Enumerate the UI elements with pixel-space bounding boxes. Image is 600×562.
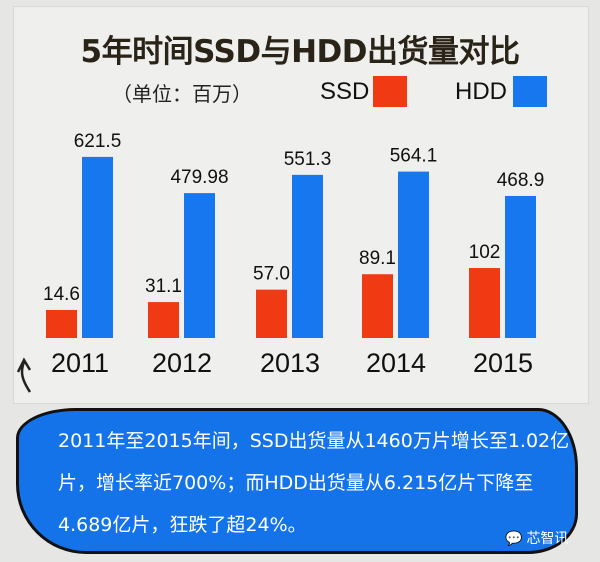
- annotation-text: 2011年至2015年间，SSD出货量从1460万片增长至1.02亿片，增长率近…: [58, 430, 570, 536]
- data-label-ssd-2015: 102: [469, 242, 501, 263]
- x-tick-2015: 2015: [473, 348, 533, 378]
- data-label-hdd-2014: 564.1: [390, 146, 438, 167]
- bar-ssd-2015: [469, 268, 500, 338]
- bar-ssd-2012: [148, 302, 179, 338]
- watermark: 💬 芯智讯: [505, 528, 568, 548]
- bar-hdd-2011: [82, 156, 113, 338]
- annotation-bubble: [16, 408, 578, 554]
- x-tick-2013: 2013: [260, 348, 320, 378]
- wechat-icon: 💬: [505, 529, 523, 546]
- bar-hdd-2013: [292, 174, 323, 338]
- data-label-hdd-2013: 551.3: [284, 149, 332, 170]
- bar-ssd-2011: [46, 309, 77, 338]
- data-label-hdd-2011: 621.5: [74, 131, 122, 152]
- data-label-ssd-2011: 14.6: [43, 284, 80, 305]
- legend-ssd-label: SSD: [320, 77, 370, 105]
- unit-label: （单位：百万）: [112, 82, 252, 106]
- legend-hdd-swatch: [513, 76, 547, 107]
- bar-hdd-2015: [505, 195, 536, 338]
- bar-ssd-2013: [256, 289, 287, 338]
- data-label-ssd-2013: 57.0: [253, 264, 290, 285]
- bar-hdd-2012: [184, 193, 215, 338]
- x-tick-2014: 2014: [366, 348, 426, 378]
- arrow-icon: [16, 357, 32, 393]
- chart-title: 5年时间SSD与HDD出货量对比: [80, 34, 520, 70]
- legend-hdd: HDD: [455, 76, 547, 107]
- data-label-hdd-2012: 479.98: [170, 167, 228, 188]
- x-tick-2011: 2011: [51, 348, 109, 378]
- x-tick-2012: 2012: [152, 348, 212, 378]
- bar-hdd-2014: [398, 171, 429, 338]
- data-label-ssd-2014: 89.1: [359, 248, 396, 269]
- watermark-label: 芯智讯: [526, 530, 569, 546]
- bar-chart: 14.6 621.5 2011 31.1 479.98 2012 57.0 551.3 2013…: [16, 131, 545, 393]
- data-label-hdd-2015: 468.9: [497, 170, 545, 191]
- legend-ssd-swatch: [373, 76, 408, 107]
- bar-ssd-2014: [362, 274, 393, 338]
- legend-hdd-label: HDD: [455, 77, 507, 105]
- legend-ssd: SSD: [320, 76, 408, 107]
- data-label-ssd-2012: 31.1: [145, 276, 182, 297]
